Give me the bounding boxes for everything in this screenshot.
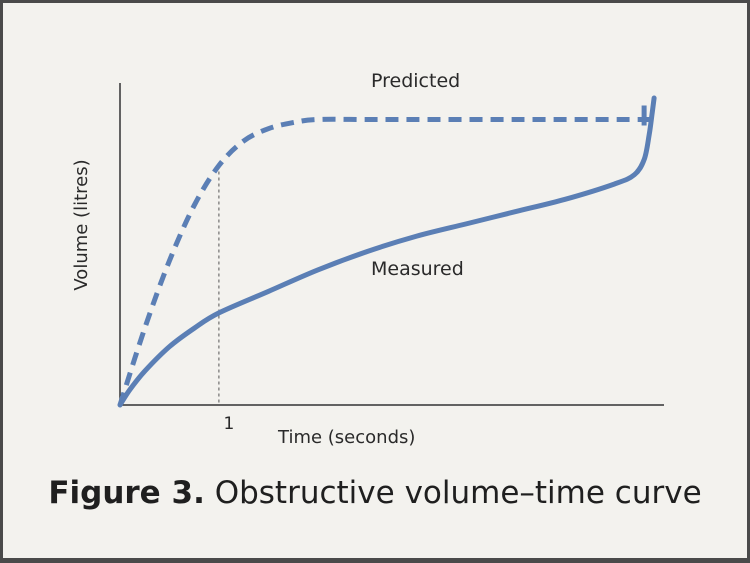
figure-caption: Figure 3. Obstructive volume–time curve: [3, 475, 747, 511]
figure-frame: Predicted Measured 1 Time (seconds) Volu…: [3, 3, 747, 558]
figure-number: Figure 3.: [48, 475, 205, 511]
figure-title: Obstructive volume–time curve: [214, 475, 702, 511]
x-axis-label: Time (seconds): [277, 427, 415, 448]
series-line-measured: [117, 95, 657, 408]
y-axis-label: Volume (litres): [71, 159, 92, 290]
series-label-measured: Measured: [371, 258, 464, 280]
volume-time-chart: Predicted Measured 1 Time (seconds) Volu…: [71, 70, 664, 448]
series-line-predicted: [117, 116, 655, 406]
x-tick-label: 1: [223, 414, 234, 434]
series-label-predicted: Predicted: [371, 70, 460, 92]
